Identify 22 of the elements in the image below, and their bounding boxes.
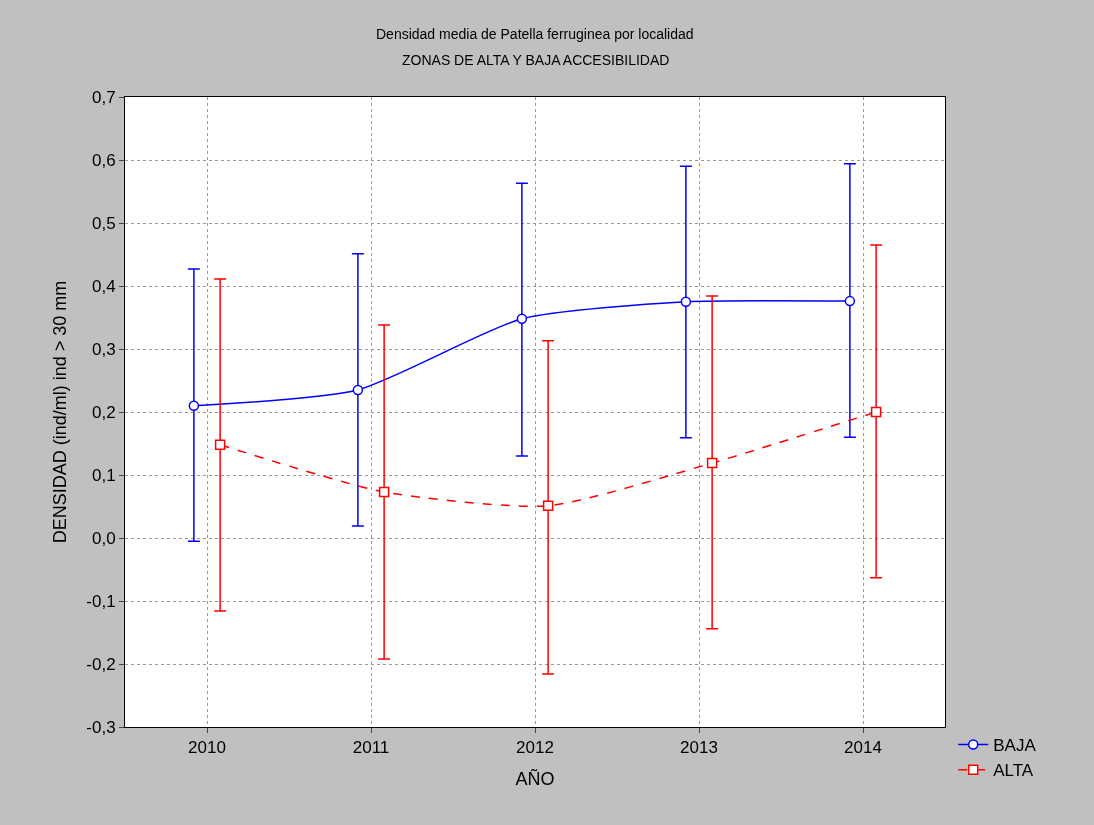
chart-title: Densidad media de Patella ferruginea por localidad: [376, 26, 694, 42]
y-axis-title: DENSIDAD (ind/ml) ind > 30 mm: [49, 280, 70, 544]
x-tick-label: 2011: [352, 738, 390, 758]
y-tick-label: -0,1: [86, 591, 116, 611]
y-tick-label: 0,4: [91, 276, 116, 296]
y-tick-label: 0,5: [91, 213, 116, 233]
chart-subtitle: ZONAS DE ALTA Y BAJA ACCESIBILIDAD: [402, 52, 670, 68]
y-tick-label: 0,7: [91, 87, 116, 107]
y-tick-label: 0,2: [91, 402, 116, 422]
x-axis-title: AÑO: [515, 767, 555, 789]
x-tick-label: 2014: [844, 738, 882, 758]
y-tick-label: 0,0: [91, 528, 116, 548]
x-tick-label: 2012: [516, 738, 554, 758]
y-tick-label: -0,2: [86, 654, 116, 674]
y-tick-label: 0,1: [91, 465, 116, 485]
legend-label: ALTA: [993, 761, 1034, 781]
y-tick-label: 0,6: [91, 150, 116, 170]
y-tick-label: 0,3: [91, 339, 116, 359]
y-tick-label: -0,3: [86, 717, 116, 737]
x-tick-label: 2010: [188, 738, 226, 758]
legend-label: BAJA: [993, 736, 1037, 756]
x-tick-label: 2013: [680, 738, 718, 758]
